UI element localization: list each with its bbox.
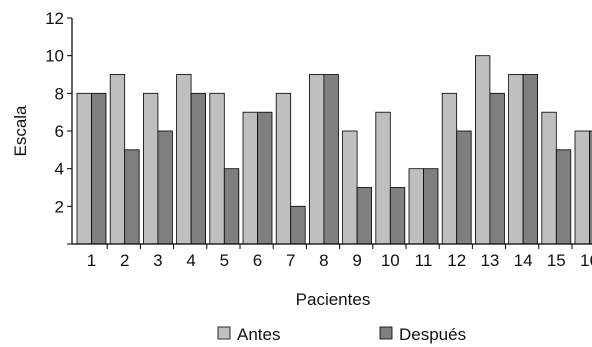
y-tick-label-4: 4 xyxy=(55,160,64,179)
x-tick-label-7: 7 xyxy=(286,251,295,270)
bar-antes-8 xyxy=(308,74,325,245)
legend: Antes Después xyxy=(217,325,466,344)
y-tick-label-6: 6 xyxy=(55,122,64,141)
bar-despues-10 xyxy=(389,187,406,245)
bar-despues-4 xyxy=(190,92,207,245)
x-axis-ticks: 12345678910111213141516 xyxy=(87,244,592,270)
x-axis-title: Pacientes xyxy=(296,290,371,309)
x-tick-label-2: 2 xyxy=(120,251,129,270)
bar-despues-5 xyxy=(223,168,240,245)
bar-antes-6 xyxy=(242,111,258,245)
legend-swatch-despues xyxy=(379,326,393,340)
bar-despues-11 xyxy=(423,168,439,245)
x-tick-label-5: 5 xyxy=(220,251,229,270)
x-tick-label-12: 12 xyxy=(447,251,466,270)
bar-despues-14 xyxy=(522,74,538,245)
bar-antes-15 xyxy=(541,111,557,245)
bar-despues-6 xyxy=(257,111,273,245)
x-tick-label-6: 6 xyxy=(253,251,262,270)
bar-despues-1 xyxy=(91,92,107,245)
bar-despues-15 xyxy=(555,149,572,245)
bar-despues-16 xyxy=(589,130,592,245)
x-tick-label-15: 15 xyxy=(547,251,566,270)
bar-despues-13 xyxy=(489,92,505,245)
y-tick-label-10: 10 xyxy=(45,47,64,66)
bar-antes-10 xyxy=(375,111,391,245)
y-axis-ticks: 2 4 6 8 10 12 xyxy=(45,9,72,245)
bar-despues-8 xyxy=(323,74,339,245)
x-tick-label-14: 14 xyxy=(514,251,533,270)
x-tick-label-1: 1 xyxy=(87,251,96,270)
bar-despues-2 xyxy=(124,149,140,245)
bar-antes-2 xyxy=(109,74,126,245)
bar-despues-9 xyxy=(356,187,373,245)
bar-antes-1 xyxy=(76,92,92,245)
y-tick-label-2: 2 xyxy=(55,197,64,216)
bar-antes-9 xyxy=(342,130,358,245)
legend-label-despues: Después xyxy=(399,325,466,344)
legend-swatch-antes xyxy=(217,326,231,340)
legend-label-antes: Antes xyxy=(237,325,280,344)
y-axis-title: Escala xyxy=(11,105,30,157)
bar-antes-5 xyxy=(209,92,225,245)
bar-antes-16 xyxy=(574,130,590,245)
x-tick-label-10: 10 xyxy=(381,251,400,270)
bar-antes-3 xyxy=(142,92,159,245)
bar-antes-14 xyxy=(508,74,524,245)
x-tick-label-8: 8 xyxy=(319,251,328,270)
bar-despues-3 xyxy=(157,130,173,245)
x-tick-label-13: 13 xyxy=(480,251,499,270)
bar-antes-4 xyxy=(176,74,192,245)
bars-group xyxy=(76,55,592,245)
bar-antes-7 xyxy=(275,92,292,245)
y-tick-label-8: 8 xyxy=(55,84,64,103)
x-tick-label-16: 16 xyxy=(580,251,592,270)
bar-despues-7 xyxy=(290,205,306,245)
y-tick-label-12: 12 xyxy=(45,9,64,28)
bar-despues-12 xyxy=(456,130,472,245)
bar-antes-12 xyxy=(441,92,458,245)
x-tick-label-9: 9 xyxy=(352,251,361,270)
bar-antes-13 xyxy=(474,55,491,245)
x-tick-label-3: 3 xyxy=(153,251,162,270)
x-tick-label-11: 11 xyxy=(415,251,433,270)
x-tick-label-4: 4 xyxy=(186,251,195,270)
bar-antes-11 xyxy=(408,168,424,245)
